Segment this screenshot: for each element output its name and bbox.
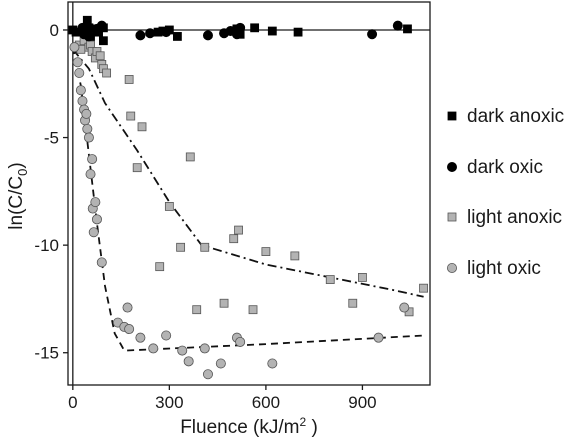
light-anoxic-point bbox=[176, 242, 186, 252]
light-oxic-point bbox=[122, 302, 133, 313]
light-oxic-point bbox=[81, 108, 92, 119]
y-tick-label: -5 bbox=[44, 129, 59, 148]
dark-oxic-point bbox=[235, 22, 246, 33]
x-tick-label: 900 bbox=[348, 393, 376, 412]
dark-anoxic-point bbox=[267, 26, 277, 36]
x-axis-ticks: 0 300 600 900 bbox=[68, 385, 377, 412]
dark-oxic-point bbox=[161, 27, 172, 38]
y-tick-label: 0 bbox=[50, 21, 59, 40]
legend-label-light-oxic: light oxic bbox=[467, 258, 541, 279]
dark-oxic-point bbox=[202, 30, 213, 41]
light-anoxic-point bbox=[192, 305, 202, 315]
light-oxic-point bbox=[69, 42, 80, 53]
dark-anoxic-point bbox=[403, 24, 412, 34]
light-anoxic-point bbox=[164, 202, 174, 211]
legend-marker-light-oxic bbox=[446, 262, 457, 273]
light-oxic-point bbox=[135, 332, 146, 343]
dark-anoxic-point bbox=[173, 32, 182, 41]
dark-oxic-point bbox=[96, 20, 107, 31]
legend-label-dark-oxic: dark oxic bbox=[467, 157, 543, 178]
dark-oxic-point bbox=[135, 30, 146, 41]
legend-marker-dark-oxic bbox=[446, 161, 457, 172]
x-tick-label: 300 bbox=[155, 393, 183, 412]
light-oxic-point bbox=[177, 345, 188, 356]
dark-anoxic-point bbox=[250, 23, 260, 33]
light-oxic-point bbox=[399, 302, 410, 313]
light-oxic-point bbox=[88, 227, 99, 238]
light-anoxic-point bbox=[229, 234, 239, 244]
light-oxic-point bbox=[124, 324, 135, 335]
light-oxic-point bbox=[74, 68, 85, 79]
light-oxic-point bbox=[267, 358, 278, 369]
light-oxic-point bbox=[90, 197, 101, 208]
legend-label-dark-anoxic: dark anoxic bbox=[467, 106, 564, 127]
light-oxic-point bbox=[91, 214, 102, 225]
light-oxic-point bbox=[96, 257, 107, 268]
light-anoxic-point bbox=[124, 75, 134, 84]
light-oxic-point bbox=[199, 343, 210, 354]
light-anoxic-point bbox=[348, 298, 358, 308]
light-oxic-point bbox=[183, 356, 194, 367]
light-oxic-point bbox=[77, 95, 88, 106]
data-points bbox=[68, 15, 428, 380]
light-oxic-point bbox=[85, 169, 96, 180]
dark-oxic-point bbox=[392, 20, 403, 31]
light-anoxic-point bbox=[155, 262, 165, 272]
light-oxic-point bbox=[215, 358, 226, 369]
x-tick-label: 600 bbox=[252, 393, 280, 412]
legend-marker-dark-anoxic bbox=[447, 111, 457, 121]
light-anoxic-point bbox=[358, 273, 367, 282]
light-anoxic-point bbox=[419, 283, 428, 293]
y-axis-title: ln(C/C0) bbox=[6, 162, 30, 229]
light-oxic-point bbox=[161, 330, 172, 341]
y-axis-ticks: 0 -5 -10 -15 bbox=[34, 21, 68, 363]
x-tick-label: 0 bbox=[68, 393, 77, 412]
light-anoxic-point bbox=[219, 298, 229, 308]
light-anoxic-point bbox=[290, 251, 300, 261]
legend-label-light-anoxic: light anoxic bbox=[467, 207, 562, 228]
light-anoxic-point bbox=[200, 242, 210, 252]
light-oxic-point bbox=[83, 132, 94, 143]
light-oxic-point bbox=[202, 369, 213, 380]
light-anoxic-point bbox=[185, 152, 195, 162]
light-oxic-point bbox=[75, 85, 86, 96]
dark-anoxic-point bbox=[98, 36, 108, 46]
light-anoxic-point bbox=[248, 305, 258, 315]
light-oxic-point bbox=[82, 123, 93, 134]
light-oxic-point bbox=[235, 336, 246, 347]
light-anoxic-point bbox=[95, 51, 105, 61]
light-anoxic-point bbox=[261, 247, 271, 256]
dark-anoxic-point bbox=[293, 27, 303, 37]
dark-oxic-point bbox=[367, 29, 378, 40]
light-anoxic-point bbox=[234, 225, 243, 235]
light-anoxic-point bbox=[126, 111, 136, 121]
light-oxic-point bbox=[87, 154, 98, 165]
light-oxic-point bbox=[373, 332, 384, 343]
light-anoxic-point bbox=[325, 275, 335, 284]
plot-frame bbox=[67, 1, 431, 386]
light-oxic-point bbox=[148, 343, 159, 354]
light-oxic-point bbox=[72, 57, 83, 68]
legend: dark anoxic dark oxic light anoxic light ox… bbox=[446, 106, 564, 279]
y-tick-label: -15 bbox=[34, 344, 59, 363]
light-anoxic-point bbox=[102, 68, 112, 78]
dark-oxic-point bbox=[145, 28, 156, 39]
dark-oxic-point bbox=[83, 31, 94, 42]
light-anoxic-point bbox=[137, 122, 147, 132]
fit-line-light-anoxic bbox=[72, 48, 424, 298]
x-axis-title: Fluence (kJ/m2 ) bbox=[180, 415, 318, 438]
dark-anoxic-point bbox=[82, 15, 92, 25]
light-anoxic-point bbox=[132, 163, 142, 173]
legend-marker-light-anoxic bbox=[447, 212, 457, 222]
y-tick-label: -10 bbox=[34, 236, 59, 255]
